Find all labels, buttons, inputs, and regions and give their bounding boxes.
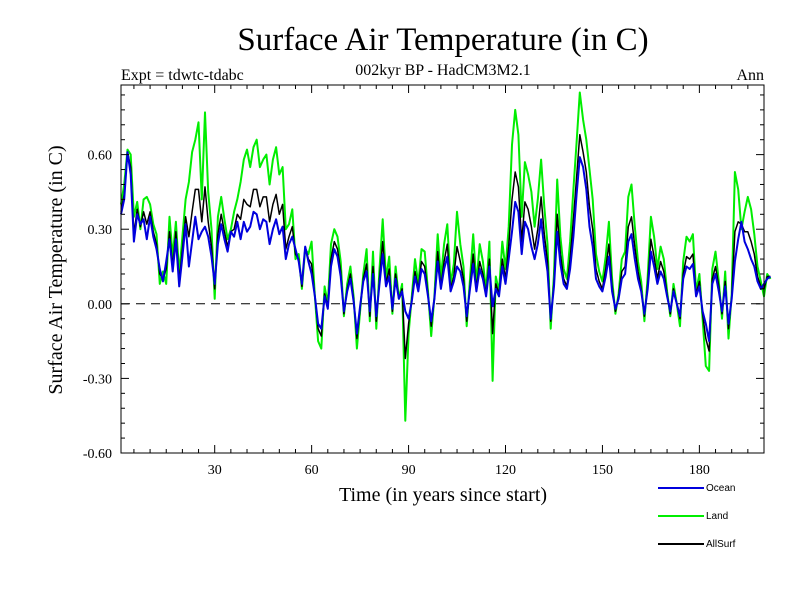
x-tick-label: 120 bbox=[495, 463, 516, 478]
legend-label-allsurf: AllSurf bbox=[706, 539, 736, 550]
x-tick-label: 30 bbox=[208, 463, 222, 478]
chart-subtitle: 002kyr BP - HadCM3M2.1 bbox=[355, 62, 530, 79]
plot-area bbox=[120, 91, 772, 422]
chart-title: Surface Air Temperature (in C) bbox=[237, 22, 648, 58]
x-tick-label: 60 bbox=[305, 463, 319, 478]
y-tick-label: 0.00 bbox=[88, 298, 113, 313]
series-line-land bbox=[120, 91, 772, 422]
experiment-label: Expt = tdwtc-tdabc bbox=[121, 67, 244, 84]
plot-frame bbox=[120, 84, 765, 454]
period-label: Ann bbox=[736, 67, 764, 84]
axis-ticks: 30 60 90 120 150 180 -0.60 -0.30 0.00 0.30 0.60 bbox=[83, 85, 764, 478]
y-tick-label: 0.60 bbox=[88, 149, 113, 164]
y-tick-label: 0.30 bbox=[88, 223, 113, 238]
y-tick-label: -0.30 bbox=[83, 372, 112, 387]
x-tick-label: 180 bbox=[689, 463, 710, 478]
legend-label-ocean: Ocean bbox=[706, 483, 735, 494]
legend-label-land: Land bbox=[706, 511, 728, 522]
x-tick-label: 150 bbox=[592, 463, 613, 478]
x-tick-label: 90 bbox=[402, 463, 416, 478]
x-axis-label: Time (in years since start) bbox=[339, 484, 547, 506]
series-line-ocean bbox=[120, 151, 772, 343]
y-tick-label: -0.60 bbox=[83, 447, 112, 462]
legend: Ocean Land AllSurf bbox=[658, 483, 736, 550]
y-axis-label: Surface Air Temperature (in C) bbox=[45, 145, 67, 394]
